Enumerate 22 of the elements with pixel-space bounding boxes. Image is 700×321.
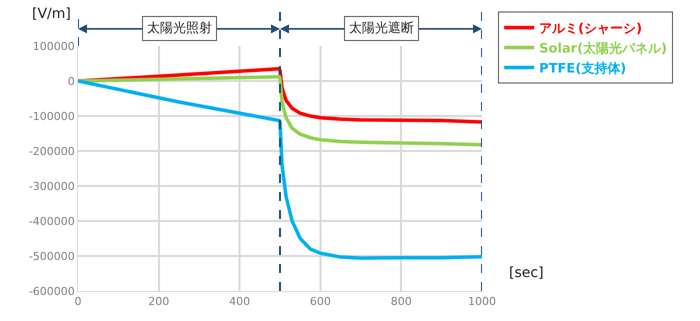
- y-tick-label: -600000: [28, 284, 75, 298]
- x-tick-label: 200: [148, 295, 170, 308]
- y-tick-label: 100000: [32, 40, 75, 53]
- line-series: [78, 79, 482, 260]
- x-tick-label: 600: [310, 295, 331, 308]
- x-tick-label: 800: [390, 295, 412, 308]
- y-tick-label: 0: [68, 74, 75, 88]
- legend-label: Solar(太陽光パネル): [539, 42, 667, 57]
- x-tick-label: 400: [229, 295, 250, 308]
- y-tick-label: -300000: [28, 180, 75, 193]
- x-axis-title: [sec]: [509, 265, 544, 281]
- legend-label: PTFE(支持体): [539, 62, 626, 77]
- y-tick-label: -100000: [28, 110, 75, 123]
- x-tick-label: 1000: [468, 295, 496, 308]
- legend-label: アルミ(シャーシ): [539, 22, 642, 37]
- text: 太陽光照射: [147, 21, 212, 36]
- y-tick-label: -400000: [28, 214, 75, 228]
- y-tick-label: -500000: [28, 250, 75, 263]
- text: 太陽光遮断: [349, 21, 414, 36]
- y-axis-title: [V/m]: [32, 6, 71, 22]
- y-tick-label: -200000: [28, 144, 75, 158]
- line-series: [78, 75, 482, 146]
